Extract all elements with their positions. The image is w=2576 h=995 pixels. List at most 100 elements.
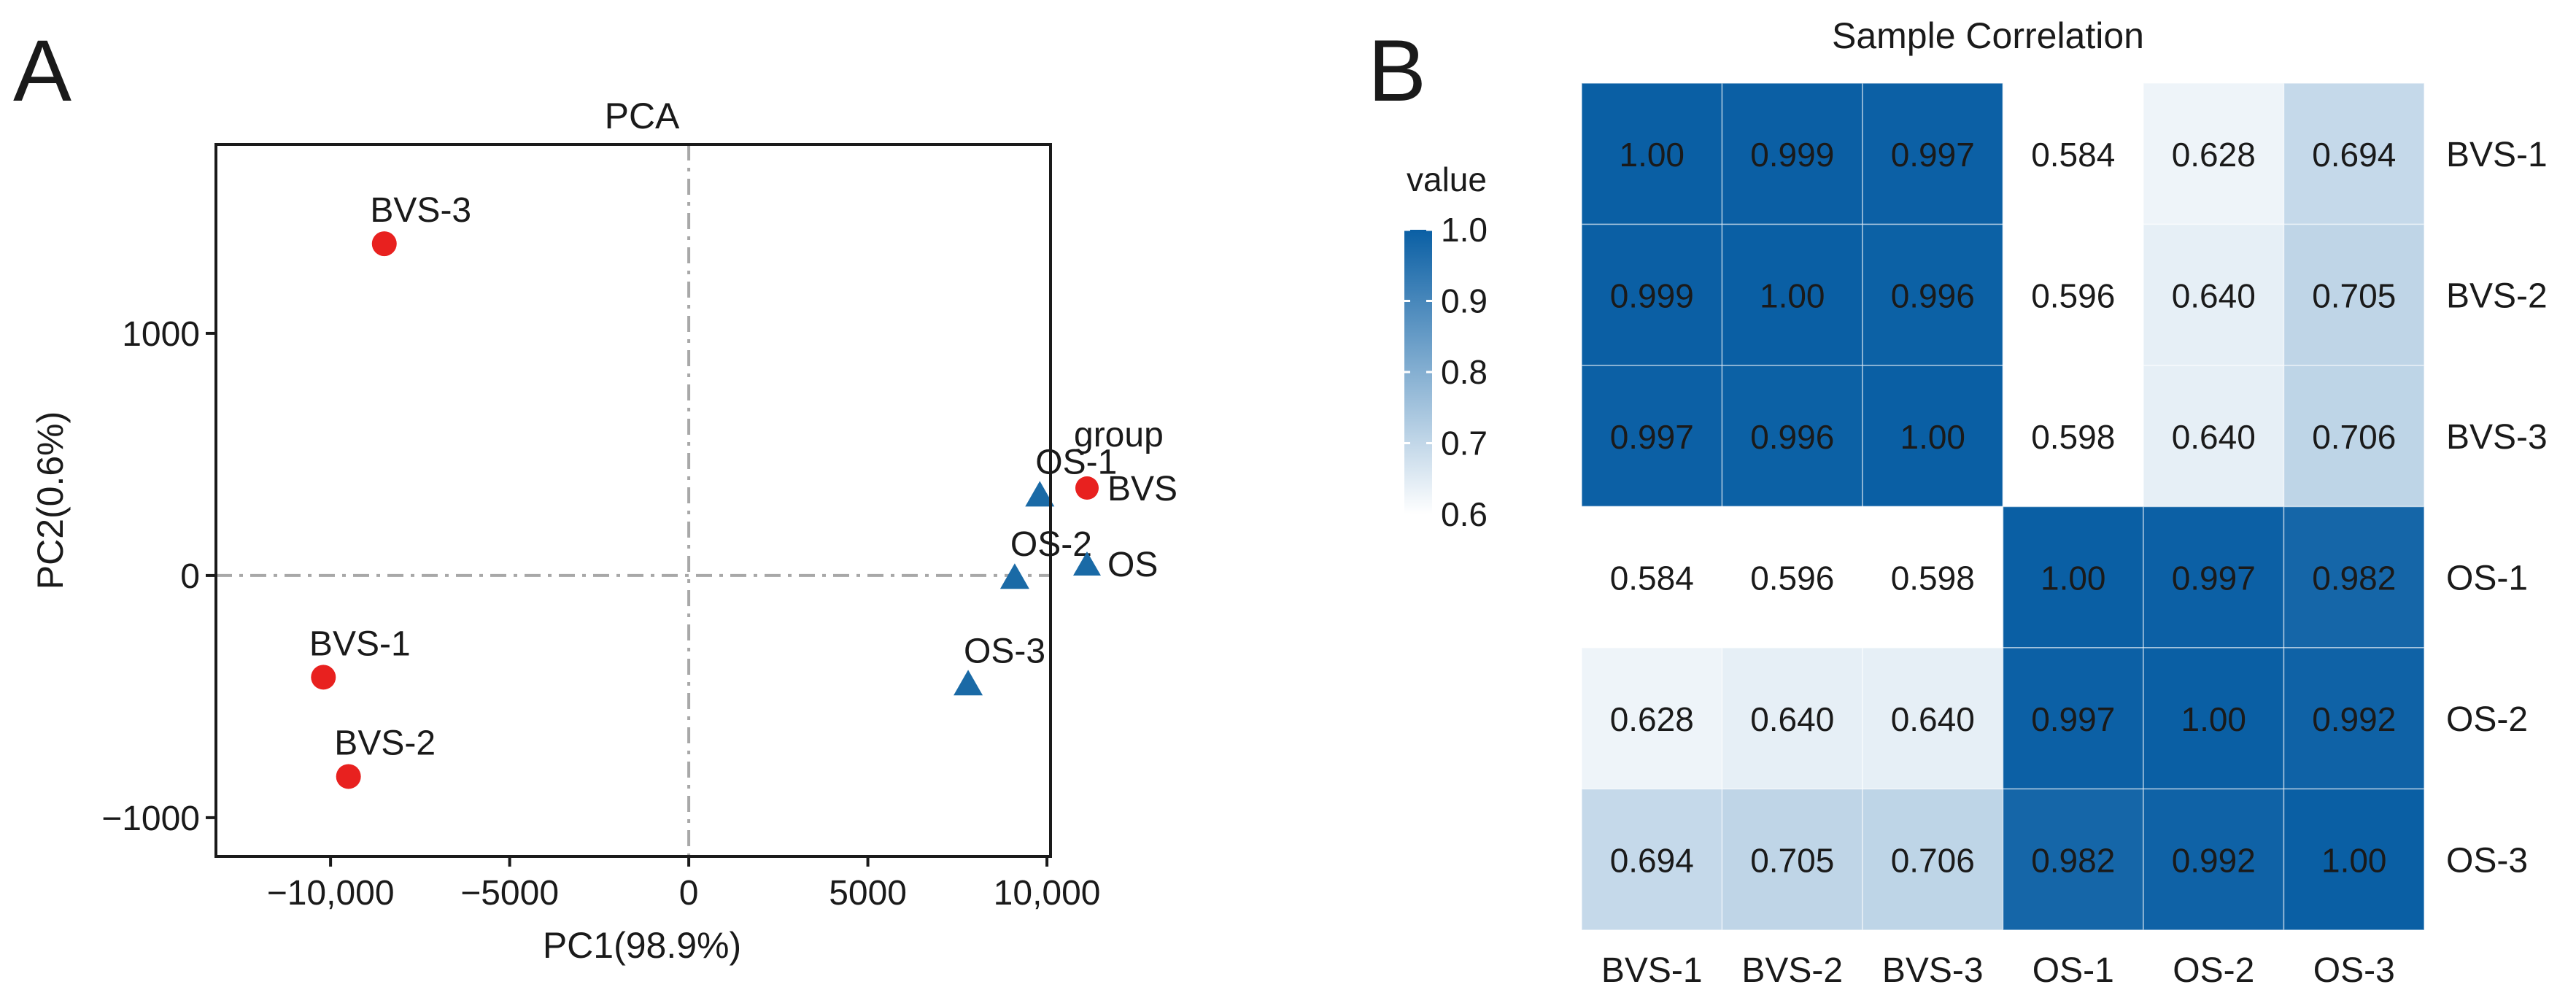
- heatmap-cell-value: 0.640: [1750, 700, 1834, 738]
- point-label-bvs-3: BVS-3: [370, 191, 471, 230]
- heatmap-cell-value: 0.705: [2312, 276, 2396, 314]
- heatmap-cell: [1581, 788, 1723, 931]
- heatmap-cell-value: 0.996: [1750, 418, 1834, 456]
- heatmap-cell: [1721, 506, 1863, 649]
- heatmap-cell: [1721, 223, 1863, 366]
- heatmap-cell-value: 0.706: [2312, 418, 2396, 456]
- pca-x-tick-label: 10,000: [994, 874, 1101, 913]
- heatmap-cell-value: 0.596: [1750, 559, 1834, 597]
- heatmap-cell: [2002, 788, 2144, 931]
- heatmap-cell: [2283, 788, 2425, 931]
- pca-legend: group BVS OS: [1073, 416, 1177, 584]
- point-label-bvs-2: BVS-2: [334, 724, 436, 762]
- heatmap-cell-value: 0.596: [2031, 276, 2115, 314]
- heatmap-cell: [1581, 365, 1723, 508]
- heatmap-col-label: BVS-2: [1741, 951, 1843, 990]
- heatmap-col-label: OS-1: [2032, 951, 2114, 990]
- heatmap-cell: [2002, 506, 2144, 649]
- heatmap-row-label: BVS-1: [2446, 136, 2548, 174]
- heatmap-cell-value: 0.999: [1750, 136, 1834, 174]
- pca-chart: PCA −10,000 −5000 0 5000 10,000 −1000 0 1000 BV…: [30, 96, 1117, 966]
- heatmap-cell-value: 0.584: [1610, 559, 1694, 597]
- pca-y-tick-label: 0: [180, 557, 200, 596]
- heatmap-cell-value: 0.996: [1891, 276, 1975, 314]
- pca-x-tick-label: 0: [679, 874, 699, 913]
- heatmap-cell-value: 0.628: [1610, 700, 1694, 738]
- heatmap-cell: [1581, 506, 1723, 649]
- heatmap-cell: [2002, 365, 2144, 508]
- heatmap-cell: [1862, 82, 2004, 225]
- colorbar-tick-label: 1.0: [1441, 211, 1488, 249]
- heatmap-cell-value: 0.997: [1610, 418, 1694, 456]
- heatmap-cell-value: 0.694: [1610, 841, 1694, 879]
- legend-os-marker: [1073, 551, 1101, 576]
- heatmap-cell: [1721, 82, 1863, 225]
- panel-b-letter: B: [1368, 22, 1426, 120]
- heatmap-cell-value: 0.694: [2312, 136, 2396, 174]
- pca-y-tick-label: −1000: [101, 800, 200, 838]
- heatmap-cell-value: 0.640: [1891, 700, 1975, 738]
- colorbar-tick-label: 0.6: [1441, 495, 1488, 533]
- point-bvs-1: [311, 665, 336, 690]
- heatmap-col-label: OS-2: [2173, 951, 2254, 990]
- panel-a-letter: A: [13, 22, 71, 120]
- heatmap-cell-value: 1.00: [1760, 276, 1825, 314]
- heatmap-cell-value: 0.982: [2312, 559, 2396, 597]
- heatmap-cell-value: 0.982: [2031, 841, 2115, 879]
- heatmap-cell: [2002, 647, 2144, 790]
- colorbar-tick-label: 0.7: [1441, 425, 1488, 462]
- heatmap-row-label: BVS-3: [2446, 418, 2548, 457]
- heatmap-cell-value: 0.992: [2312, 700, 2396, 738]
- heatmap-col-label: BVS-3: [1882, 951, 1984, 990]
- point-os-3: [954, 670, 983, 696]
- heatmap-cell-value: 0.705: [1750, 841, 1834, 879]
- heatmap-row-label: OS-3: [2446, 841, 2528, 880]
- heatmap-cell-value: 0.640: [2172, 276, 2256, 314]
- heatmap-cell-value: 0.992: [2172, 841, 2256, 879]
- heatmap-cell: [2283, 365, 2425, 508]
- heatmap-cell: [1862, 223, 2004, 366]
- heatmap-cell-value: 1.00: [2181, 700, 2246, 738]
- point-bvs-2: [336, 764, 361, 789]
- heatmap-cell: [1581, 647, 1723, 790]
- heatmap-cell: [1721, 647, 1863, 790]
- point-os-1: [1025, 481, 1055, 507]
- pca-plot-frame: [214, 143, 1052, 858]
- heatmap-cell: [2143, 365, 2285, 508]
- heatmap-col-label: OS-3: [2313, 951, 2395, 990]
- heatmap-cell: [2143, 82, 2285, 225]
- legend-bvs-marker: [1075, 476, 1099, 500]
- heatmap-cell: [1721, 788, 1863, 931]
- colorbar-tick-label: 0.8: [1441, 353, 1488, 391]
- heatmap-row-label: OS-2: [2446, 700, 2528, 739]
- heatmap-cell-value: 0.584: [2031, 136, 2115, 174]
- pca-x-tick-label: −5000: [460, 874, 559, 913]
- heatmap-row-label: OS-1: [2446, 559, 2528, 597]
- heatmap-cell-value: 1.00: [2321, 841, 2387, 879]
- point-label-bvs-1: BVS-1: [309, 624, 411, 663]
- heatmap-col-label: BVS-1: [1601, 951, 1703, 990]
- heatmap-cell: [1581, 223, 1723, 366]
- heatmap-cell-value: 0.628: [2172, 136, 2256, 174]
- heatmap-cell: [2283, 647, 2425, 790]
- heatmap-cell-value: 0.997: [2172, 559, 2256, 597]
- legend-title: group: [1074, 416, 1164, 454]
- heatmap-cell: [2143, 647, 2285, 790]
- heatmap-row-label: BVS-2: [2446, 276, 2548, 315]
- heatmap-cell: [1721, 365, 1863, 508]
- heatmap-cell-value: 0.997: [1891, 136, 1975, 174]
- heatmap-cell-value: 0.640: [2172, 418, 2256, 456]
- heatmap-cell: [1862, 647, 2004, 790]
- heatmap-cell: [2143, 223, 2285, 366]
- point-os-2: [999, 563, 1029, 589]
- legend-bvs-label: BVS: [1107, 470, 1177, 508]
- pca-x-axis-label: PC1(98.9%): [543, 925, 741, 966]
- point-bvs-3: [371, 231, 397, 257]
- heatmap-cell: [2143, 506, 2285, 649]
- correlation-heatmap: Sample Correlation 1.00 0.999 0.997 0.584 0.…: [1581, 15, 2548, 990]
- pca-y-tick-label: 1000: [122, 315, 200, 354]
- heatmap-title: Sample Correlation: [1832, 15, 2144, 56]
- heatmap-cell-value: 0.997: [2031, 700, 2115, 738]
- pca-x-tick-label: −10,000: [267, 874, 395, 913]
